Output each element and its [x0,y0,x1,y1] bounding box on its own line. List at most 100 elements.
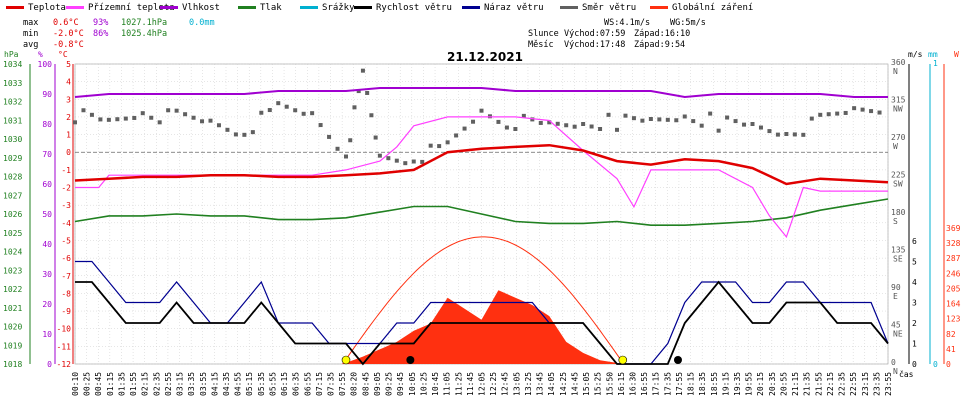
wind-dir-tick-name: N [893,367,898,376]
wind-direction-dot [504,125,509,130]
x-tick-label: 01:55 [129,372,138,396]
legend-item-4: Srážky [300,2,355,14]
wind-dir-tick-name: S [893,217,898,226]
temperature-tick: -4 [61,219,71,228]
x-tick-label: 20:35 [768,372,777,396]
rain-tick: 1 [933,59,938,68]
x-tick-label: 03:35 [187,372,196,396]
stats-min-press: 1025.4hPa [121,29,168,39]
temperature-tick: -12 [57,360,72,369]
humidity-tick: 70 [42,150,52,159]
wind-direction-dot [530,117,535,122]
wind-dir-tick-deg: 315 [891,96,906,105]
wind-speed-tick: 1 [912,340,917,349]
radiation-tick: 369 [946,224,961,233]
legend-label: Srážky [322,3,355,13]
pressure-tick: 1025 [3,229,22,238]
wind-speed-avg: WS:4.1m/s [604,18,651,28]
moonrise-marker [673,356,682,364]
stats-avg-row: avg -0.8°C [23,40,215,51]
wind-direction-dot [708,111,713,116]
legend-item-5: Rychlost větru [354,2,452,14]
wind-direction-dot [691,119,696,124]
temperature-tick: 4 [66,78,71,87]
wind-dir-tick-deg: 135 [891,246,906,255]
wind-direction-dot [356,89,361,94]
stats-max-press: 1027.1hPa [121,18,168,28]
wind-dir-tick-deg: 270 [891,133,906,142]
x-tick-label: 09:25 [385,372,394,396]
wind-direction-dot [547,120,552,125]
wind-dir-tick-name: NE [893,330,903,339]
stats-min-temp: -2.0°C [53,29,84,39]
temperature-tick: -9 [61,307,71,316]
x-tick-label: 04:35 [222,372,231,396]
pressure-tick: 1021 [3,304,22,313]
wind-gust-max: WG:5m/s [670,18,706,28]
radiation-tick: 82 [946,330,956,339]
temperature-tick: -3 [61,201,71,210]
temperature-unit: °C [58,50,68,59]
wind-direction-dot [377,153,382,158]
sun-label: Slunce [528,29,559,39]
wind-direction-dot [818,112,823,117]
wind-direction-dot [157,120,162,125]
wind-direction-dot [216,123,221,128]
radiation-tick: 328 [946,239,961,248]
stats-max-label: max [23,18,39,28]
wind-direction-dot [869,109,874,114]
pressure-tick: 1024 [3,248,22,257]
x-tick-label: 17:35 [663,372,672,396]
x-tick-label: 14:05 [547,372,556,396]
humidity-tick: 20 [42,300,52,309]
wind-direction-dot [843,110,848,115]
wind-direction-dot [555,121,560,126]
wind-direction-dot [581,122,586,126]
temperature-tick: 0 [66,148,71,157]
stats-min-row: min -2.0°C 86% 1025.4hPa [23,29,215,40]
wind-direction-dot [284,104,289,109]
x-tick-label: 06:15 [280,372,289,396]
pressure-tick: 1022 [3,285,22,294]
pressure-tick: 1031 [3,116,22,125]
x-axis-label: čas [899,369,914,379]
wind-direction-dot [174,108,179,113]
sunset-marker [618,355,628,365]
wind-direction-dot [106,117,111,122]
stats-max-rain: 0.0mm [189,18,215,28]
x-tick-label: 15:05 [582,372,591,396]
legend-item-8: Globální záření [650,2,753,14]
pressure-tick: 1020 [3,323,22,332]
wind-direction-dot [335,146,340,151]
wind-direction-dot [403,161,408,166]
wind-direction-dot [428,143,433,148]
x-tick-label: 12:45 [501,372,510,396]
wind-direction-dot [191,115,196,120]
wind-direction-dot [208,118,213,123]
wind-direction-dot [767,129,772,134]
moonrise-time: Východ:17:48 [564,40,626,50]
wind-speed-tick: 3 [912,299,917,308]
pressure-tick: 1032 [3,98,22,107]
wind-direction-dot [98,117,103,122]
x-tick-label: 02:15 [141,372,150,396]
radiation-area [342,290,624,364]
pressure-tick: 1033 [3,79,22,88]
temperature-tick: 3 [66,95,71,104]
pressure-tick: 1027 [3,191,22,200]
wind-direction-dot [623,113,628,118]
sunset-time: Západ:16:10 [634,29,691,39]
legend-swatch [560,6,578,9]
temperature-tick: -11 [57,342,72,351]
wind-direction-dot [471,119,476,124]
moonset-marker [406,356,415,364]
radiation-tick: 0 [946,360,951,369]
x-tick-label: 21:55 [814,372,823,396]
humidity-line [74,87,888,99]
wind-dir-tick-deg: 180 [891,208,906,217]
wind-direction-dot [716,128,721,133]
pressure-tick: 1029 [3,154,22,163]
x-tick-label: 05:15 [245,372,254,396]
wind-dir-tick-deg: 90 [891,283,901,292]
